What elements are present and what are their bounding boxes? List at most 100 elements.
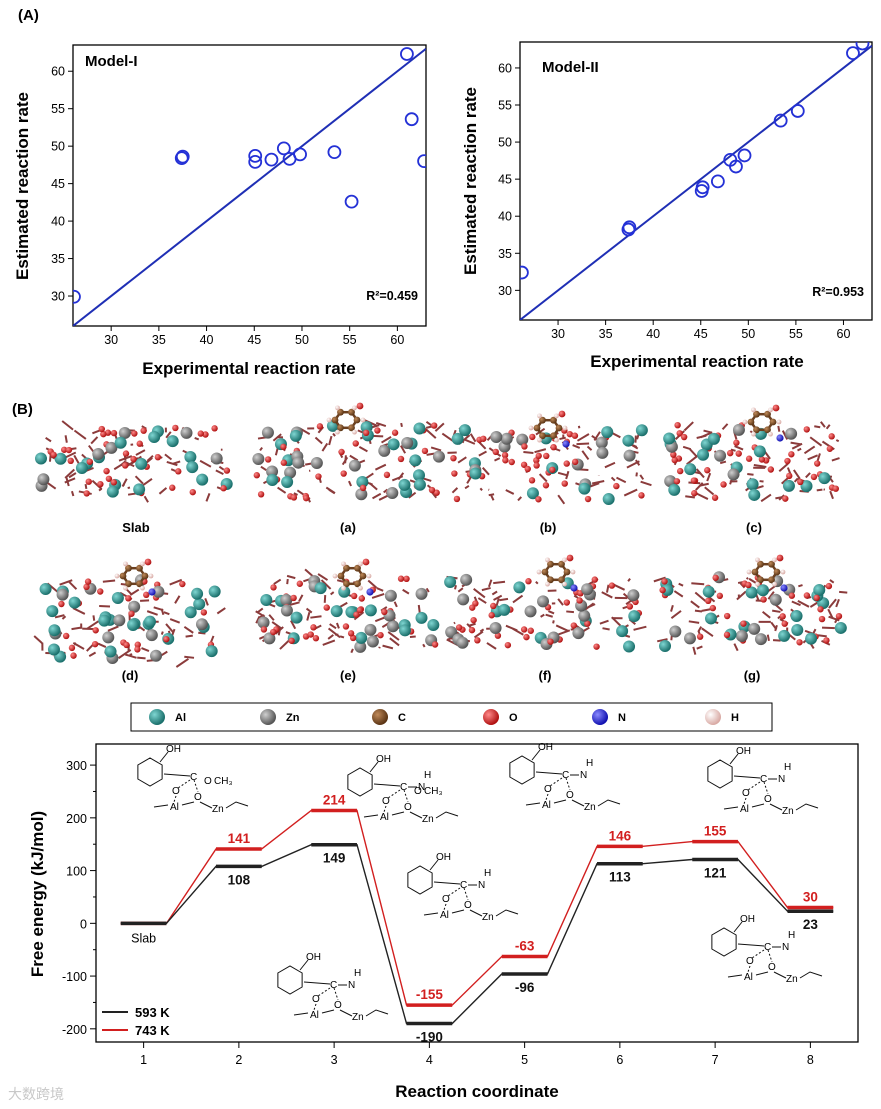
bond bbox=[166, 460, 178, 467]
atom bbox=[197, 430, 204, 437]
energy-profile-chart: Free energy (kJ/mol) Reaction coordinate… bbox=[28, 742, 859, 1101]
atom bbox=[391, 429, 399, 436]
atom bbox=[455, 624, 463, 631]
atom bbox=[179, 580, 186, 588]
atom bbox=[284, 466, 297, 479]
bond bbox=[688, 620, 700, 624]
atom bbox=[150, 649, 163, 662]
energy-value-label: -63 bbox=[515, 939, 535, 954]
atom bbox=[296, 580, 304, 587]
legend-label: 593 K bbox=[135, 1005, 170, 1020]
atom bbox=[768, 407, 773, 413]
bond bbox=[692, 646, 697, 655]
atom bbox=[114, 573, 120, 579]
bond bbox=[745, 576, 749, 580]
atom bbox=[616, 625, 629, 638]
bond bbox=[635, 472, 638, 477]
atom bbox=[547, 560, 554, 568]
bond bbox=[690, 600, 700, 609]
atom bbox=[745, 581, 752, 589]
atom bbox=[735, 450, 742, 457]
atom bbox=[669, 625, 682, 638]
atom bbox=[356, 606, 364, 614]
y-axis-title: Free energy (kJ/mol) bbox=[28, 811, 47, 977]
data-point bbox=[846, 46, 860, 61]
bond bbox=[373, 783, 401, 787]
atom bbox=[451, 432, 464, 445]
y-tick-label: 55 bbox=[51, 102, 65, 116]
bond bbox=[491, 590, 498, 596]
bond bbox=[65, 477, 70, 487]
atom bbox=[98, 614, 111, 627]
bond bbox=[290, 620, 297, 630]
atom bbox=[702, 585, 715, 598]
bond bbox=[809, 436, 823, 447]
atom-label: N bbox=[778, 774, 785, 785]
atom bbox=[570, 569, 576, 575]
bond bbox=[601, 591, 613, 599]
atom bbox=[813, 584, 826, 597]
bond bbox=[67, 580, 78, 590]
bond bbox=[216, 607, 226, 615]
atom bbox=[114, 436, 127, 449]
atom bbox=[723, 631, 731, 639]
atom bbox=[386, 620, 399, 633]
atom bbox=[755, 557, 760, 563]
atom bbox=[253, 472, 261, 479]
group-label: CH₃ bbox=[214, 776, 233, 787]
atom-label: O bbox=[414, 786, 422, 797]
bond bbox=[204, 597, 209, 606]
crystal-slab-image bbox=[441, 424, 652, 506]
bond bbox=[402, 588, 410, 595]
atom-label: N bbox=[782, 942, 789, 953]
bond bbox=[505, 489, 515, 495]
atom bbox=[111, 592, 124, 605]
atom bbox=[140, 561, 145, 567]
atom-label: O bbox=[172, 786, 180, 797]
atom bbox=[384, 589, 397, 602]
bond bbox=[473, 630, 484, 639]
atom bbox=[280, 459, 288, 466]
atom bbox=[516, 433, 529, 446]
atom bbox=[113, 614, 126, 627]
atom bbox=[460, 573, 473, 586]
atom bbox=[131, 430, 138, 437]
bond bbox=[566, 610, 575, 614]
atom bbox=[659, 639, 672, 652]
atom bbox=[431, 641, 439, 648]
atom bbox=[562, 425, 568, 431]
atom bbox=[550, 443, 557, 451]
bond bbox=[142, 477, 153, 486]
bond bbox=[557, 598, 564, 606]
bond bbox=[653, 576, 666, 583]
atom bbox=[56, 588, 69, 601]
data-point bbox=[73, 289, 81, 304]
bond bbox=[747, 472, 754, 476]
x-tick-label: 30 bbox=[104, 333, 118, 347]
atom bbox=[769, 418, 777, 426]
atom bbox=[549, 466, 556, 473]
atom bbox=[663, 432, 676, 445]
coordination-bonds bbox=[383, 789, 409, 813]
atom-label: Zn bbox=[422, 814, 434, 825]
atom-label: Al bbox=[440, 910, 449, 921]
x-tick-label: 2 bbox=[235, 1053, 242, 1067]
atom bbox=[661, 583, 674, 596]
atom bbox=[84, 578, 92, 585]
atom bbox=[191, 587, 204, 600]
bond bbox=[797, 447, 802, 452]
atom bbox=[119, 572, 127, 580]
atom bbox=[547, 576, 554, 584]
atom bbox=[797, 478, 804, 486]
bond bbox=[523, 450, 534, 455]
bond bbox=[701, 627, 714, 637]
plot-frame bbox=[72, 44, 427, 327]
atom bbox=[103, 467, 110, 475]
atom bbox=[745, 586, 758, 599]
atom bbox=[290, 494, 298, 501]
atom-legend-label: Al bbox=[175, 712, 186, 724]
bond bbox=[91, 479, 103, 490]
atom bbox=[335, 429, 340, 435]
bond bbox=[548, 610, 555, 615]
atom bbox=[118, 427, 131, 440]
